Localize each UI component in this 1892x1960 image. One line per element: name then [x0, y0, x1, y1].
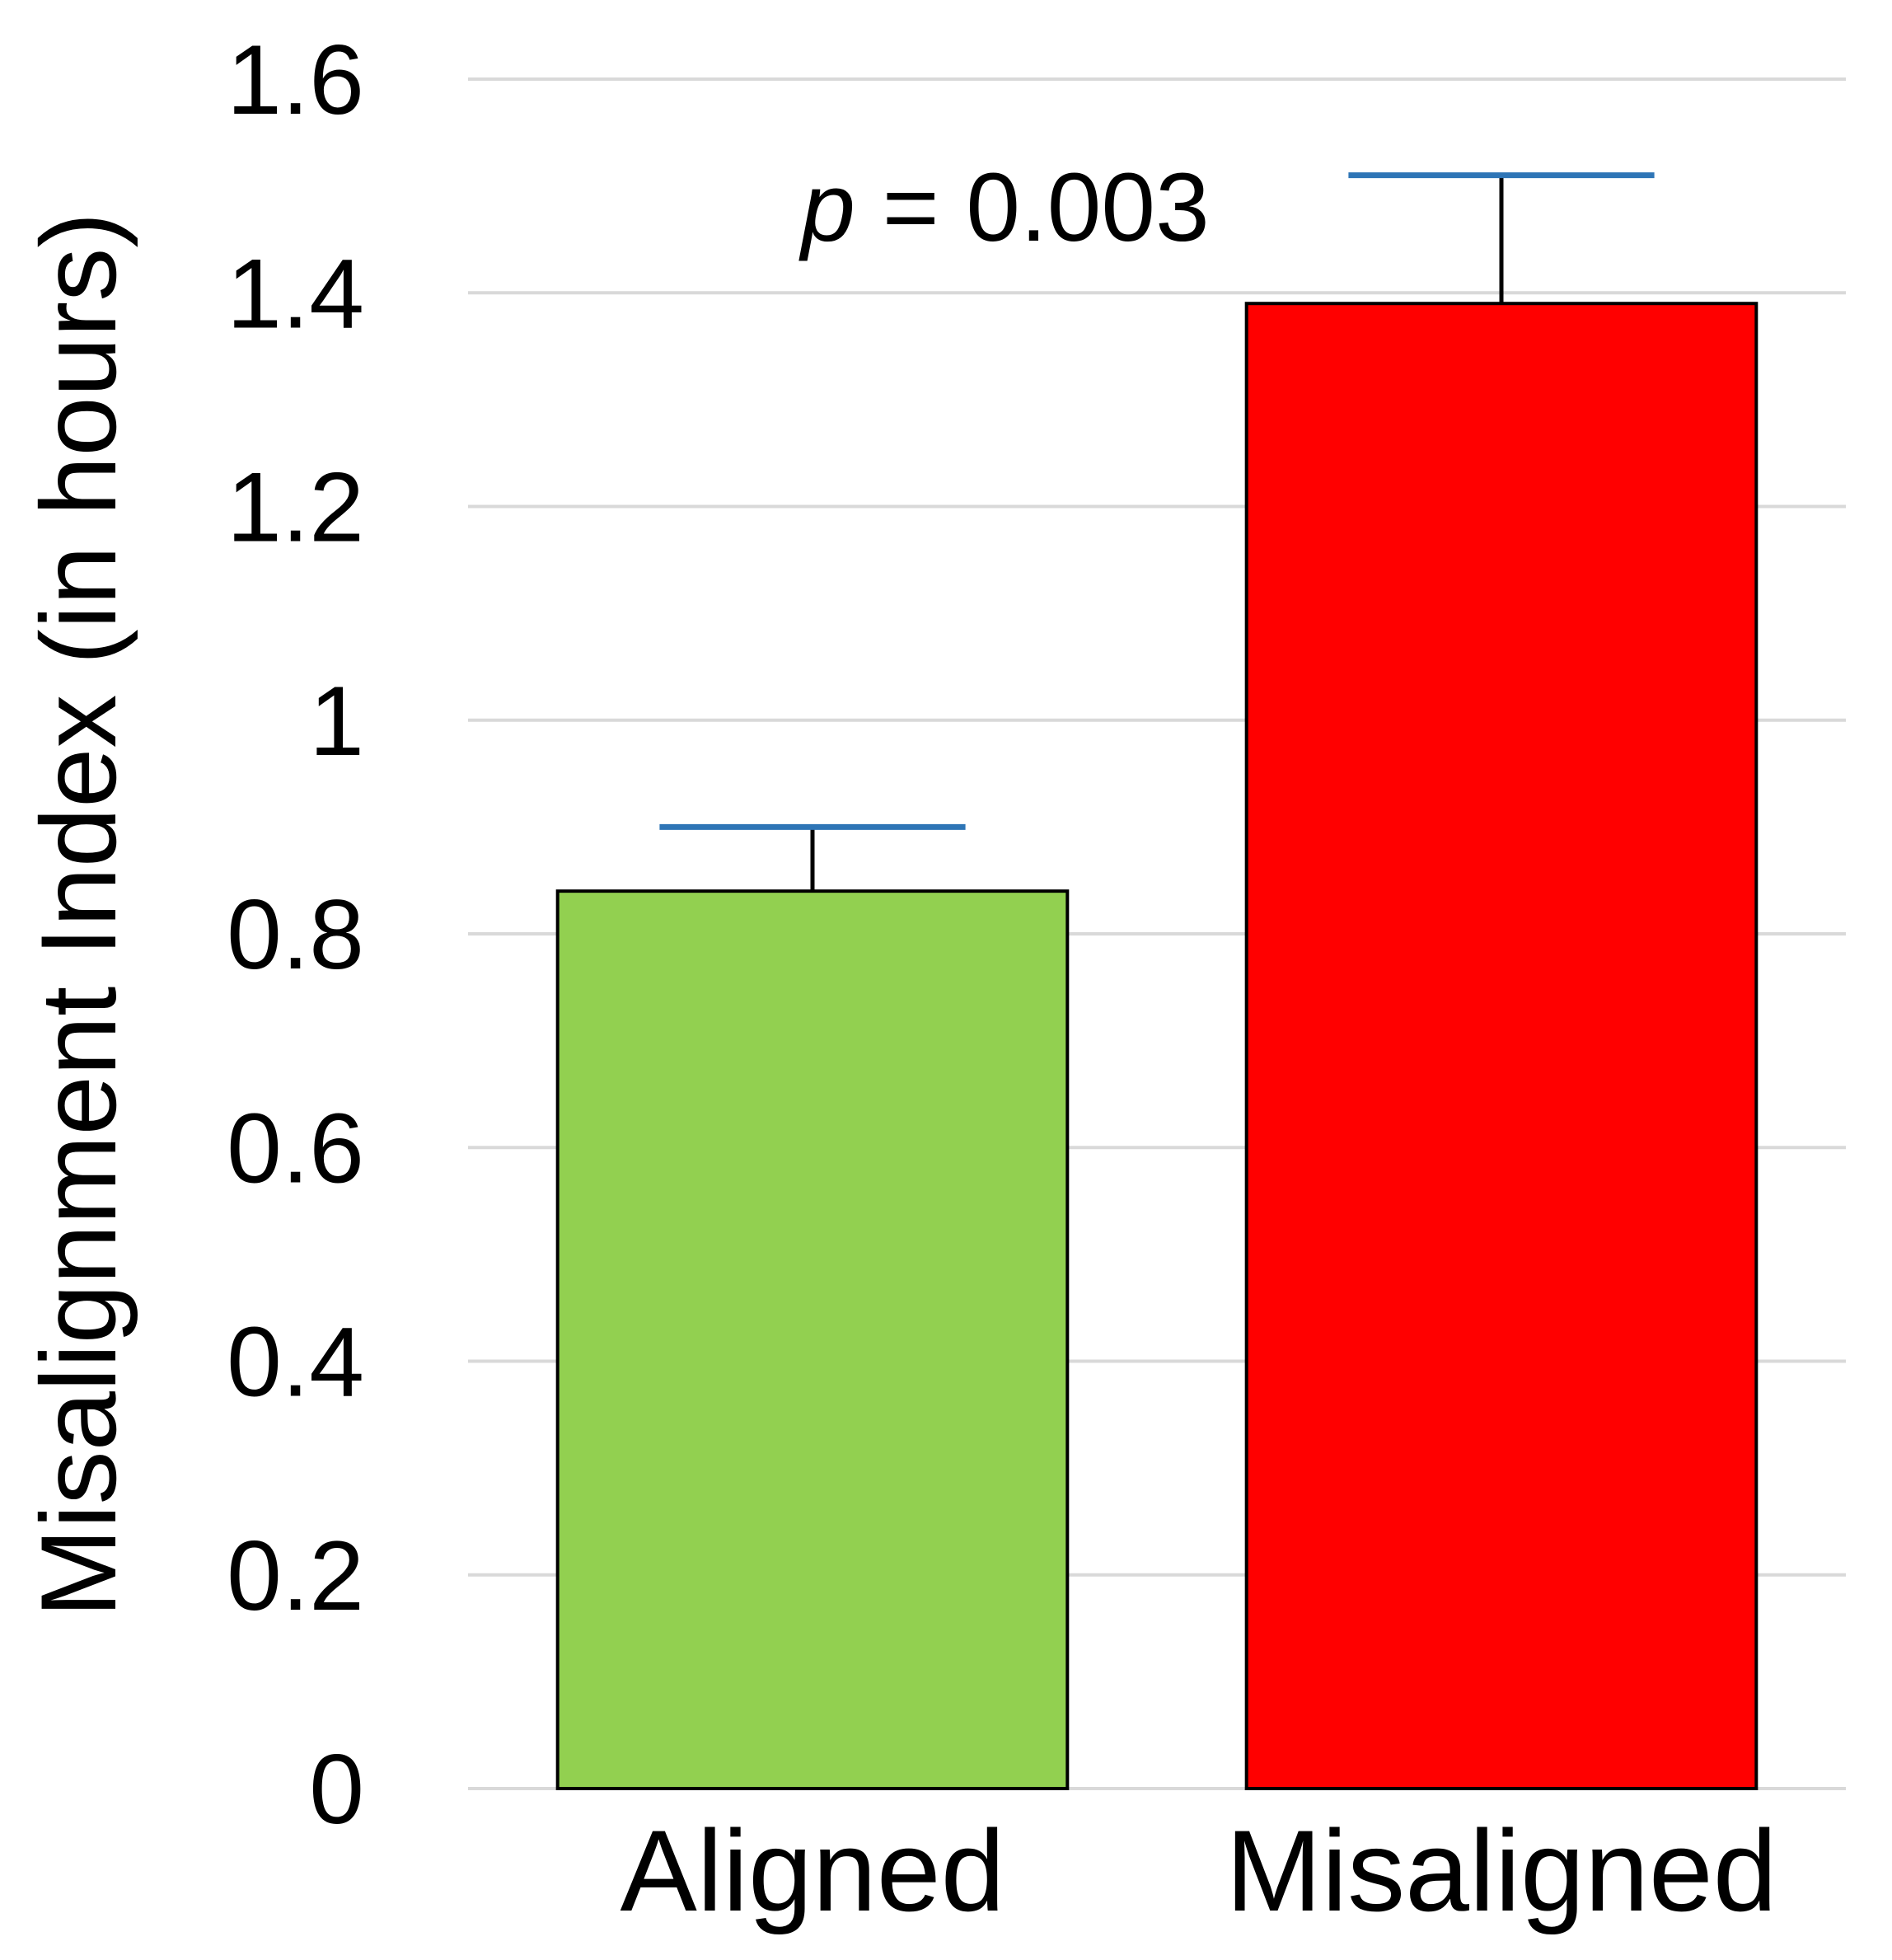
y-tick-label: 1.2	[227, 452, 364, 563]
p-value-text: = 0.003	[855, 153, 1210, 262]
y-tick-label: 0.2	[227, 1521, 364, 1631]
x-category-label: Aligned	[620, 1806, 1005, 1935]
bar-aligned	[555, 889, 1070, 1790]
error-bars	[659, 172, 1655, 892]
x-axis-labels: Aligned Misaligned	[620, 1806, 1777, 1935]
y-axis-ticks: 0 0.2 0.4 0.6 0.8 1 1.2 1.4 1.6	[227, 25, 364, 1845]
y-axis-title: Misalignment Index (in hours)	[18, 212, 138, 1617]
y-tick-label: 1	[309, 666, 364, 776]
x-category-label: Misaligned	[1225, 1806, 1777, 1935]
y-tick-label: 0.6	[227, 1093, 364, 1203]
p-symbol: p	[798, 153, 855, 262]
y-tick-label: 1.4	[227, 238, 364, 349]
bars	[555, 302, 1759, 1790]
y-tick-label: 0.4	[227, 1307, 364, 1418]
p-value-annotation: p = 0.003	[798, 153, 1209, 262]
y-tick-label: 0.8	[227, 879, 364, 990]
bar-misaligned	[1244, 302, 1759, 1790]
y-tick-label: 1.6	[227, 25, 364, 135]
y-tick-label: 0	[309, 1734, 364, 1845]
